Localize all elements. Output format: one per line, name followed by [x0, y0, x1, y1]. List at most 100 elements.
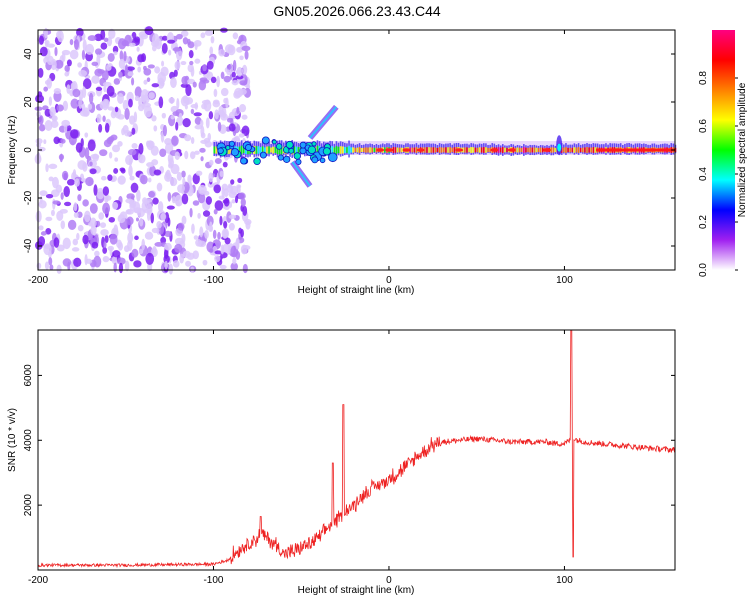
- noise-blob: [122, 99, 129, 111]
- noise-blob: [238, 133, 245, 138]
- noise-blob: [151, 115, 157, 122]
- noise-blob: [185, 97, 194, 105]
- noise-blob: [161, 42, 168, 54]
- noise-blob: [89, 161, 93, 167]
- noise-blob: [174, 60, 181, 70]
- signal-core: [331, 146, 334, 154]
- signal-core: [369, 147, 371, 153]
- signal-core: [554, 147, 557, 153]
- noise-blob: [176, 33, 183, 40]
- noise-blob: [226, 64, 232, 70]
- noise-blob: [56, 210, 64, 221]
- signal-core: [443, 147, 445, 153]
- spectrogram-y-tick-label: 20: [23, 96, 34, 108]
- noise-blob: [238, 227, 242, 234]
- signal-core: [371, 147, 374, 153]
- noise-blob: [142, 197, 148, 204]
- noise-blob: [210, 36, 215, 44]
- noise-blob: [182, 117, 191, 128]
- spectrogram-y-tick-label: -20: [23, 190, 34, 205]
- noise-blob: [87, 139, 96, 152]
- noise-blob: [117, 242, 124, 251]
- noise-blob: [144, 231, 154, 240]
- noise-blob: [89, 203, 98, 214]
- noise-blob: [64, 65, 70, 72]
- noise-blob: [74, 178, 80, 187]
- noise-blob: [62, 100, 69, 112]
- signal-core: [242, 146, 245, 154]
- spectrogram-x-tick-label: 0: [386, 275, 392, 286]
- noise-blob: [230, 262, 239, 271]
- noise-blob: [156, 182, 163, 192]
- signal-core: [440, 147, 443, 153]
- noise-blob: [104, 197, 109, 203]
- noise-blob: [38, 124, 46, 132]
- signal-core: [270, 147, 272, 153]
- noise-blob: [91, 75, 100, 84]
- signal-core: [415, 147, 418, 153]
- signal-core: [337, 146, 340, 154]
- spectrogram-x-tick-label: -200: [28, 275, 48, 286]
- noise-blob: [143, 208, 152, 214]
- noise-blob: [95, 48, 103, 55]
- noise-blob: [180, 83, 189, 88]
- noise-blob: [168, 263, 174, 275]
- noise-blob: [190, 66, 195, 77]
- noise-blob: [176, 98, 180, 110]
- signal-blob: [293, 152, 301, 160]
- signal-core: [550, 147, 553, 153]
- noise-blob: [239, 55, 244, 61]
- noise-blob: [128, 115, 136, 125]
- noise-blob: [72, 88, 81, 98]
- colorbar-gradient: [712, 30, 735, 270]
- signal-core: [592, 147, 595, 153]
- noise-blob: [175, 121, 179, 131]
- spectrogram-marks: [34, 26, 677, 275]
- noise-blob: [133, 260, 142, 268]
- noise-blob: [177, 184, 185, 194]
- noise-blob: [108, 136, 115, 143]
- signal-blob: [259, 151, 267, 159]
- noise-blob: [220, 244, 225, 255]
- signal-core: [264, 147, 266, 153]
- colorbar-tick-label: 0.2: [698, 215, 709, 229]
- noise-blob: [37, 146, 46, 152]
- signal-blob: [327, 152, 338, 163]
- signal-core: [384, 147, 386, 153]
- noise-blob: [192, 250, 199, 260]
- signal-core: [436, 147, 439, 153]
- noise-blob: [235, 250, 241, 260]
- noise-blob: [210, 76, 217, 84]
- signal-core: [348, 145, 350, 155]
- noise-blob: [124, 64, 129, 76]
- noise-blob: [103, 84, 107, 93]
- noise-blob: [181, 215, 187, 225]
- signal-core: [516, 147, 519, 153]
- noise-blob: [176, 116, 184, 126]
- noise-blob: [129, 202, 137, 208]
- signal-core: [255, 146, 258, 154]
- signal-core: [411, 147, 414, 153]
- noise-blob: [200, 156, 204, 162]
- signal-blob: [288, 147, 295, 154]
- noise-blob: [187, 78, 196, 85]
- signal-core: [438, 147, 441, 153]
- signal-blob: [253, 157, 261, 165]
- noise-blob: [218, 48, 226, 57]
- noise-blob: [182, 250, 191, 258]
- signal-core: [333, 147, 336, 153]
- noise-blob: [239, 80, 248, 86]
- noise-blob: [130, 182, 139, 193]
- noise-blob: [223, 75, 231, 83]
- noise-blob: [200, 32, 206, 39]
- noise-blob: [46, 43, 56, 48]
- signal-peak: [416, 148, 425, 152]
- noise-blob: [209, 248, 214, 253]
- noise-blob: [153, 169, 162, 176]
- noise-blob: [180, 30, 189, 37]
- noise-blob: [227, 185, 234, 194]
- signal-blob: [299, 141, 307, 149]
- noise-blob: [228, 201, 233, 208]
- noise-blob: [134, 95, 140, 102]
- noise-blob: [39, 46, 48, 57]
